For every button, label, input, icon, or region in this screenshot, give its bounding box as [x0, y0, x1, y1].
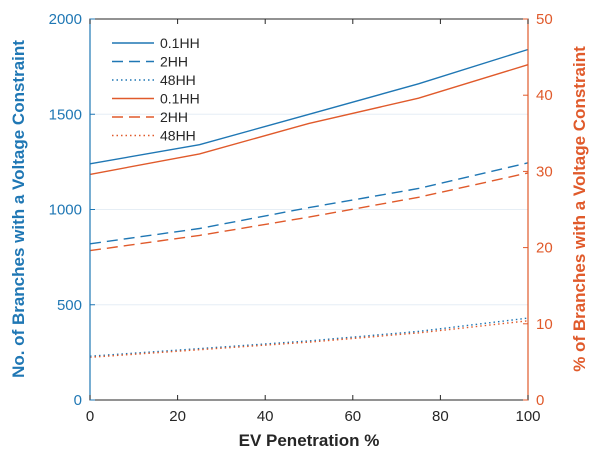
left-y-tick-label: 500 [57, 297, 82, 314]
x-tick-label: 0 [86, 408, 94, 425]
legend-label: 48HH [160, 128, 196, 144]
series-line-left-0.1HH-solid [89, 48, 529, 165]
x-tick-label: 60 [344, 408, 361, 425]
right-y-tick-label: 0 [536, 392, 544, 409]
x-tick-label: 40 [257, 408, 274, 425]
legend-label: 2HH [160, 109, 188, 125]
right-y-axis-label: % of Branches with a Voltage Constraint [570, 46, 589, 372]
x-tick-label: 80 [432, 408, 449, 425]
right-y-tick-label: 20 [536, 240, 553, 257]
legend-label: 2HH [160, 54, 188, 70]
left-y-axis-ticks: 0 500 1000 1500 2000 [49, 11, 95, 409]
right-y-tick-label: 10 [536, 316, 553, 333]
x-tick-label: 100 [515, 408, 540, 425]
x-axis-ticks: 0 20 40 60 80 100 [86, 19, 541, 425]
series-line-right-0.1HH-solid [89, 64, 529, 176]
left-y-tick-label: 1500 [49, 106, 82, 123]
legend-label: 0.1HH [160, 35, 200, 51]
x-axis-label: EV Penetration % [239, 431, 380, 450]
right-y-axis-ticks: 0 10 20 30 40 50 [523, 11, 553, 409]
series-group [89, 48, 529, 358]
legend-label: 48HH [160, 72, 196, 88]
left-y-axis-label: No. of Branches with a Voltage Constrain… [9, 40, 28, 378]
right-y-tick-label: 50 [536, 11, 553, 28]
left-y-tick-label: 2000 [49, 11, 82, 28]
series-line-left-48HH-dotted [89, 317, 529, 357]
right-y-tick-label: 30 [536, 163, 553, 180]
legend: 0.1HH 2HH 48HH 0.1HH 2HH 48HH [112, 35, 200, 144]
legend-label: 0.1HH [160, 91, 200, 107]
left-y-tick-label: 0 [74, 392, 82, 409]
series-line-left-2HH-dashed [89, 162, 529, 245]
series-line-right-2HH-dashed [89, 172, 529, 252]
x-tick-label: 20 [169, 408, 186, 425]
left-y-tick-label: 1000 [49, 202, 82, 219]
right-y-tick-label: 40 [536, 87, 553, 104]
series-line-right-48HH-dotted [89, 320, 529, 358]
